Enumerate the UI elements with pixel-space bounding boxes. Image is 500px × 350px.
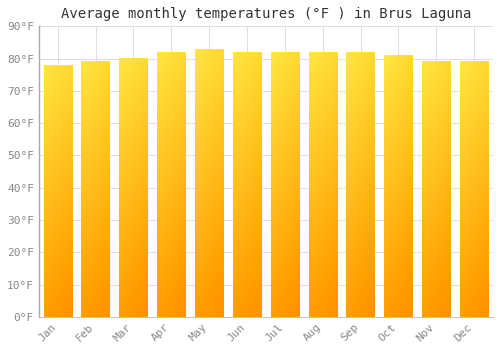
Title: Average monthly temperatures (°F ) in Brus Laguna: Average monthly temperatures (°F ) in Br… (60, 7, 471, 21)
